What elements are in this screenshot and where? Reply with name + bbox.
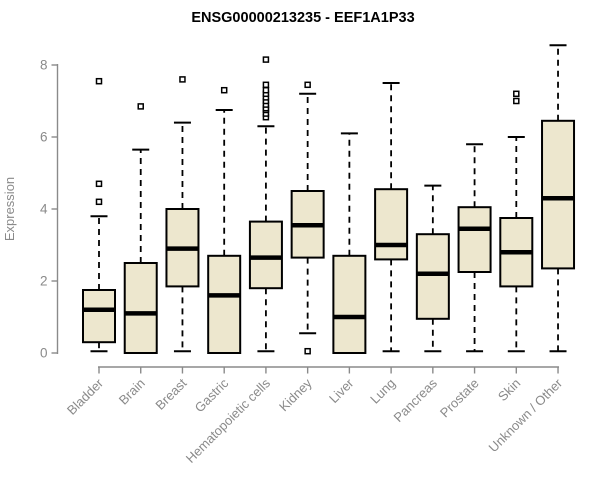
outlier-point [179,76,186,83]
boxplot-prostate [457,143,492,353]
x-tick-label: Bladder [64,375,107,418]
outlier-point [304,347,311,355]
boxplot-unknown-other [541,44,576,353]
boxplot-brain [123,103,158,354]
boxplot-breast [165,76,200,353]
x-tick-label: Gastric [192,375,232,415]
y-tick-label: 0 [40,346,48,361]
boxplot-gastric [207,86,242,354]
y-tick-label: 4 [40,202,48,217]
boxplot-pancreas [415,184,450,353]
y-tick-label: 6 [40,130,48,145]
x-tick-label: Lung [367,376,398,407]
outlier-point [137,103,144,110]
boxplot-series-layer [82,44,576,355]
x-tick-label: Pancreas [391,375,441,425]
outlier-point [262,86,270,94]
outlier-point [95,77,103,85]
boxplot-liver [332,132,367,354]
iqr-box [123,262,158,354]
outlier-point [304,81,311,89]
x-tick-label: Prostate [437,376,482,421]
x-tick-label: Brain [116,376,148,408]
y-tick-label: 2 [40,274,48,289]
outlier-point [262,56,270,63]
outlier-point [262,81,270,89]
x-tick-label: Kidney [276,375,315,414]
iqr-box [82,289,116,344]
iqr-box [374,188,409,261]
iqr-box [415,233,450,320]
boxplot-skin [499,90,534,353]
boxplot-kidney [290,81,325,355]
x-tick-label: Breast [152,375,189,412]
boxplot-bladder [82,77,116,353]
iqr-box [457,206,492,273]
boxplot-lung [374,82,409,353]
outlier-point [220,86,228,94]
outlier-point [95,198,103,206]
boxplot-hematopoietic-cells [248,56,283,353]
outlier-point [513,90,520,98]
outlier-point [513,97,520,105]
x-tick-label: Skin [495,376,523,404]
iqr-box [207,254,242,354]
x-tick-label: Unknown / Other [486,375,566,455]
y-axis-title: Expression [2,177,17,241]
chart-title: ENSG00000213235 - EEF1A1P33 [191,10,414,26]
iqr-box [541,119,576,270]
y-tick-label: 8 [40,58,48,73]
outlier-point [95,180,103,188]
iqr-box [248,220,283,290]
iqr-box [332,254,367,354]
x-tick-label: Liver [326,375,357,406]
